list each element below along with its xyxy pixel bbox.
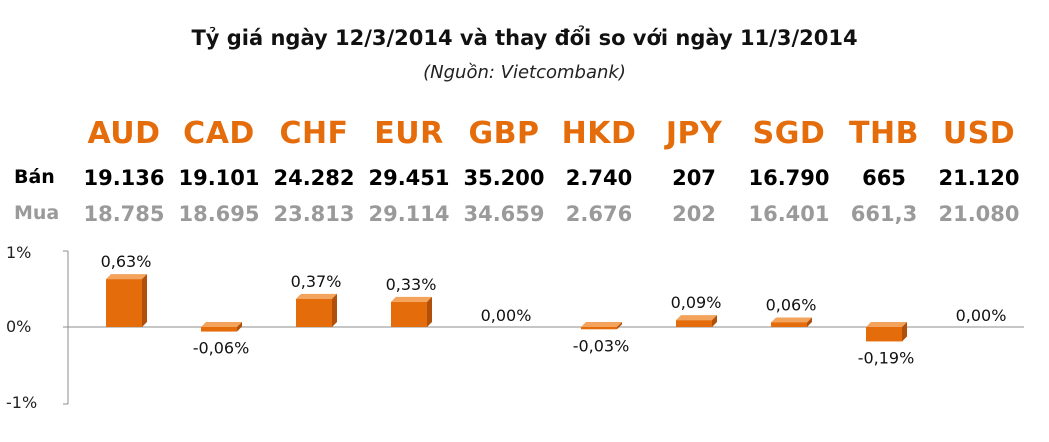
bar <box>676 320 712 327</box>
bar-side <box>237 322 242 332</box>
bar <box>201 327 237 332</box>
buy-rate: 2.676 <box>565 202 633 226</box>
bar-top <box>581 322 622 327</box>
currency-code: JPY <box>665 116 723 151</box>
currency-code: CAD <box>183 116 255 151</box>
data-label: 0,37% <box>291 272 342 291</box>
bar-top <box>201 322 242 327</box>
bar-top <box>771 317 812 323</box>
sell-rate: 35.200 <box>463 166 545 190</box>
y-tick-label: -1% <box>6 393 38 412</box>
currency-code: GBP <box>468 116 540 151</box>
data-label: 0,00% <box>956 306 1007 325</box>
buy-rate: 16.401 <box>748 202 830 226</box>
bar <box>391 301 427 327</box>
bar-side <box>712 315 717 327</box>
sell-row-label: Bán <box>14 166 55 188</box>
bar <box>866 327 902 342</box>
data-label: 0,00% <box>481 306 532 325</box>
bar-side <box>142 274 147 327</box>
buy-rate: 18.695 <box>178 202 260 226</box>
sell-rate: 665 <box>862 166 906 190</box>
data-label: 0,33% <box>386 275 437 294</box>
currency-code: AUD <box>87 116 161 151</box>
buy-rate: 21.080 <box>938 202 1020 226</box>
data-label: -0,06% <box>193 339 250 358</box>
currency-code: SGD <box>752 116 826 151</box>
bar-top <box>866 322 907 327</box>
data-label: -0,19% <box>858 348 915 367</box>
currency-code: EUR <box>374 116 444 151</box>
buy-rate: 661,3 <box>850 202 918 226</box>
sell-rate: 16.790 <box>748 166 830 190</box>
y-tick-label: 0% <box>6 317 32 336</box>
y-tick-label: 1% <box>6 243 32 262</box>
buy-rate: 202 <box>672 202 716 226</box>
sell-rate: 19.136 <box>83 166 165 190</box>
buy-rate: 29.114 <box>368 202 450 226</box>
buy-rate: 34.659 <box>463 202 545 226</box>
sell-rate: 19.101 <box>178 166 260 190</box>
sell-rate: 29.451 <box>368 166 450 190</box>
currency-code: HKD <box>561 116 637 151</box>
bar-side <box>427 296 432 327</box>
bar-top <box>391 296 432 302</box>
bar-top <box>296 293 337 299</box>
bar-top <box>676 315 717 321</box>
sell-rate: 207 <box>672 166 716 190</box>
bar-side <box>807 317 812 327</box>
currency-code: CHF <box>279 116 349 151</box>
bar-side <box>332 293 337 327</box>
chart-subtitle: (Nguồn: Vietcombank) <box>423 62 626 83</box>
bar <box>581 327 617 330</box>
buy-row-label: Mua <box>14 202 60 224</box>
bar-side <box>617 322 622 330</box>
sell-rate: 21.120 <box>938 166 1020 190</box>
bar-side <box>902 322 907 342</box>
currency-code: USD <box>942 116 1016 151</box>
data-label: 0,09% <box>671 293 722 312</box>
currency-code: THB <box>849 116 919 151</box>
bar <box>106 279 142 327</box>
chart-title: Tỷ giá ngày 12/3/2014 và thay đổi so với… <box>191 26 858 50</box>
data-label: -0,03% <box>573 336 630 355</box>
bar <box>296 298 332 327</box>
sell-rate: 2.740 <box>565 166 633 190</box>
data-label: 0,06% <box>766 295 817 314</box>
bar-top <box>106 274 147 280</box>
sell-rate: 24.282 <box>273 166 355 190</box>
buy-rate: 23.813 <box>273 202 355 226</box>
bar <box>771 322 807 327</box>
buy-rate: 18.785 <box>83 202 165 226</box>
data-label: 0,63% <box>101 252 152 271</box>
